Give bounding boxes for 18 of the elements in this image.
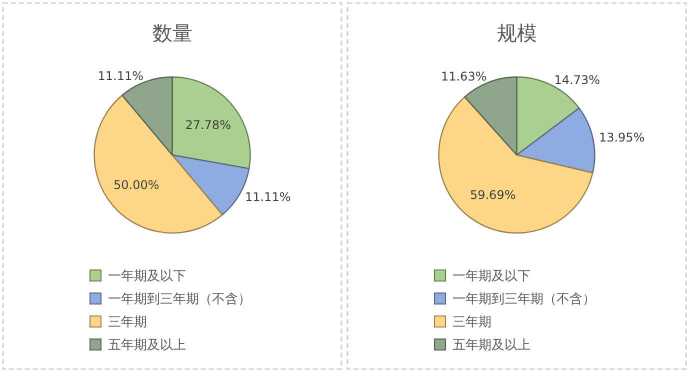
data-label: 59.69% bbox=[470, 188, 516, 202]
legend-label: 三年期 bbox=[452, 315, 492, 330]
chart-title: 规模 bbox=[496, 21, 537, 45]
legend-label: 三年期 bbox=[108, 315, 147, 330]
legend-label: 一年期及以下 bbox=[452, 269, 530, 284]
legend-label: 五年期及以上 bbox=[452, 338, 530, 353]
data-label: 11.11% bbox=[98, 69, 144, 84]
legend-label: 一年期到三年期（不含） bbox=[108, 292, 251, 307]
legend-label: 一年期及以下 bbox=[108, 269, 186, 284]
data-label: 14.73% bbox=[554, 72, 600, 87]
data-label: 50.00% bbox=[114, 178, 160, 192]
legend-label: 一年期到三年期（不含） bbox=[452, 292, 596, 307]
data-label: 11.63% bbox=[440, 70, 487, 84]
data-label: 11.11% bbox=[244, 190, 291, 204]
chart-title: 数量 bbox=[152, 21, 192, 45]
data-label: 13.95% bbox=[598, 130, 645, 145]
legend-label: 五年期及以上 bbox=[108, 338, 186, 353]
data-label: 27.78% bbox=[185, 118, 231, 132]
